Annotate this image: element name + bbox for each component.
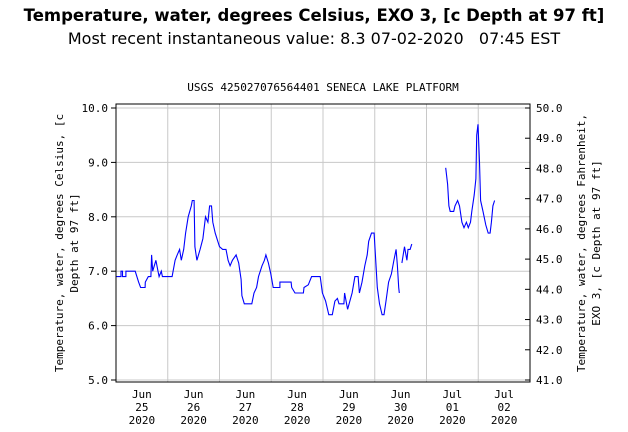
latest-value-subtitle: Most recent instantaneous value: 8.3 07-… (67, 29, 561, 48)
x-tick-year: 2020 (439, 414, 466, 427)
y-tick-label: 9.0 (88, 156, 108, 169)
x-tick-year: 2020 (129, 414, 156, 427)
x-tick-month: Jun (339, 388, 359, 401)
x-tick-month: Jun (184, 388, 204, 401)
y2-tick-label: 43.0 (536, 314, 563, 327)
y2-tick-label: 42.0 (536, 344, 563, 357)
x-tick-month: Jul (442, 388, 462, 401)
x-tick-day: 29 (342, 401, 355, 414)
temperature-line-segment (445, 124, 496, 234)
plot-frame (115, 103, 531, 383)
x-tick-year: 2020 (180, 414, 207, 427)
y-tick-label: 8.0 (88, 211, 108, 224)
y2-tick-label: 45.0 (536, 253, 563, 266)
x-tick-day: 27 (239, 401, 252, 414)
x-tick-year: 2020 (491, 414, 518, 427)
data-series (116, 124, 496, 316)
x-tick-day: 26 (187, 401, 200, 414)
x-tick-day: 25 (135, 401, 148, 414)
y2-tick-label: 47.0 (536, 193, 563, 206)
gridlines (116, 104, 530, 382)
x-axis: Jun252020Jun262020Jun272020Jun282020Jun2… (129, 388, 518, 427)
x-tick-day: 01 (446, 401, 459, 414)
x-tick-month: Jun (132, 388, 152, 401)
y2-tick-label: 50.0 (536, 102, 563, 115)
chart-title: USGS 425027076564401 SENECA LAKE PLATFOR… (187, 81, 459, 94)
y-axis-label: Temperature, water, degrees Celsius, [c … (53, 113, 81, 373)
x-tick-day: 28 (291, 401, 304, 414)
y2-tick-label: 46.0 (536, 223, 563, 236)
y-tick-label: 10.0 (82, 102, 109, 115)
y2-axis-label-line1: Temperature, water, degrees Fahrenheit, (575, 114, 588, 372)
y2-tick-label: 48.0 (536, 162, 563, 175)
y-tick-label: 7.0 (88, 265, 108, 278)
x-tick-year: 2020 (336, 414, 363, 427)
temperature-line-segment (401, 243, 413, 264)
y2-tick-label: 41.0 (536, 374, 563, 387)
temperature-line-segment (116, 199, 400, 316)
x-tick-month: Jun (391, 388, 411, 401)
x-tick-month: Jun (287, 388, 307, 401)
x-tick-year: 2020 (387, 414, 414, 427)
x-tick-month: Jun (235, 388, 255, 401)
y2-tick-label: 49.0 (536, 132, 563, 145)
y-axis-left: 5.0 6.0 7.0 8.0 9.0 10.0 (82, 102, 116, 387)
chart-main-title: Temperature, water, degrees Celsius, EXO… (23, 6, 605, 25)
y-tick-label: 6.0 (88, 320, 108, 333)
y-axis-right: 41.0 42.0 43.0 44.0 45.0 46.0 47.0 48.0 49.0 50.0 (525, 102, 563, 387)
x-tick-day: 30 (394, 401, 407, 414)
y2-axis-label-line2: EXO 3, [c Depth at 97 ft] (590, 160, 603, 326)
x-tick-day: 02 (498, 401, 511, 414)
x-tick-month: Jul (494, 388, 514, 401)
y2-tick-label: 44.0 (536, 283, 563, 296)
x-tick-year: 2020 (284, 414, 311, 427)
y-tick-label: 5.0 (88, 374, 108, 387)
x-tick-year: 2020 (232, 414, 259, 427)
